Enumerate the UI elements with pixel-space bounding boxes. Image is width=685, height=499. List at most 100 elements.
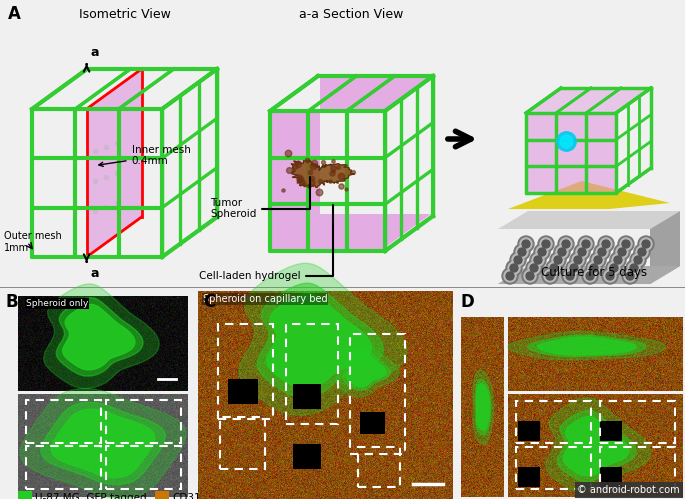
Circle shape bbox=[514, 256, 522, 264]
Polygon shape bbox=[336, 340, 399, 397]
Circle shape bbox=[610, 264, 618, 272]
Polygon shape bbox=[558, 410, 636, 482]
Bar bbox=[600, 467, 622, 487]
Text: Spheroid on capillary bed: Spheroid on capillary bed bbox=[203, 294, 327, 304]
Circle shape bbox=[538, 248, 546, 256]
Bar bbox=[516, 447, 591, 489]
Polygon shape bbox=[526, 88, 651, 113]
Polygon shape bbox=[63, 304, 135, 370]
Circle shape bbox=[512, 254, 524, 266]
Polygon shape bbox=[498, 211, 680, 229]
Circle shape bbox=[538, 236, 554, 252]
Circle shape bbox=[554, 256, 562, 264]
Circle shape bbox=[586, 260, 602, 276]
Bar bbox=[155, 491, 169, 499]
Polygon shape bbox=[347, 351, 386, 387]
Circle shape bbox=[574, 244, 590, 260]
Text: Isometric View: Isometric View bbox=[79, 8, 171, 21]
Circle shape bbox=[558, 248, 566, 256]
Polygon shape bbox=[51, 409, 155, 478]
Polygon shape bbox=[508, 181, 670, 209]
Text: D: D bbox=[461, 293, 475, 311]
Text: Tumor
Spheroid: Tumor Spheroid bbox=[210, 177, 310, 220]
Circle shape bbox=[528, 262, 540, 274]
Circle shape bbox=[504, 270, 516, 282]
Circle shape bbox=[518, 236, 534, 252]
Circle shape bbox=[620, 238, 632, 250]
Polygon shape bbox=[475, 379, 491, 435]
Circle shape bbox=[550, 252, 566, 268]
Circle shape bbox=[556, 246, 568, 258]
Circle shape bbox=[640, 238, 652, 250]
Circle shape bbox=[618, 248, 626, 256]
Circle shape bbox=[626, 272, 634, 280]
Polygon shape bbox=[266, 293, 371, 388]
Polygon shape bbox=[44, 284, 159, 389]
Polygon shape bbox=[498, 266, 680, 284]
Circle shape bbox=[594, 256, 602, 264]
Text: CD31: CD31 bbox=[172, 493, 201, 499]
Bar bbox=[518, 467, 540, 487]
Circle shape bbox=[636, 246, 648, 258]
Bar bbox=[293, 444, 321, 469]
Circle shape bbox=[632, 254, 644, 266]
Circle shape bbox=[592, 254, 604, 266]
Circle shape bbox=[516, 246, 528, 258]
Bar bbox=[286, 324, 338, 424]
Circle shape bbox=[526, 260, 542, 276]
Circle shape bbox=[542, 240, 550, 248]
Circle shape bbox=[608, 262, 620, 274]
Bar bbox=[600, 421, 622, 441]
Circle shape bbox=[610, 252, 626, 268]
Circle shape bbox=[548, 262, 560, 274]
Circle shape bbox=[600, 238, 612, 250]
Circle shape bbox=[614, 256, 622, 264]
Circle shape bbox=[628, 262, 640, 274]
Bar bbox=[516, 401, 591, 443]
Circle shape bbox=[602, 240, 610, 248]
Circle shape bbox=[622, 268, 638, 284]
Polygon shape bbox=[473, 370, 494, 444]
Circle shape bbox=[638, 248, 646, 256]
Circle shape bbox=[534, 244, 550, 260]
Bar bbox=[600, 401, 675, 443]
Circle shape bbox=[544, 270, 556, 282]
Circle shape bbox=[532, 254, 544, 266]
Circle shape bbox=[568, 262, 580, 274]
Circle shape bbox=[542, 268, 558, 284]
Circle shape bbox=[510, 252, 526, 268]
Polygon shape bbox=[239, 263, 407, 416]
Polygon shape bbox=[526, 113, 616, 193]
Circle shape bbox=[526, 272, 534, 280]
Circle shape bbox=[546, 272, 554, 280]
Circle shape bbox=[518, 248, 526, 256]
Circle shape bbox=[524, 270, 536, 282]
Text: a: a bbox=[90, 267, 99, 280]
Circle shape bbox=[550, 264, 558, 272]
Circle shape bbox=[582, 240, 590, 248]
Polygon shape bbox=[498, 266, 680, 284]
Text: a: a bbox=[90, 46, 99, 59]
Circle shape bbox=[612, 254, 624, 266]
Circle shape bbox=[570, 252, 586, 268]
Bar bbox=[293, 384, 321, 409]
Circle shape bbox=[604, 270, 616, 282]
Circle shape bbox=[630, 264, 638, 272]
Circle shape bbox=[616, 246, 628, 258]
Polygon shape bbox=[650, 211, 680, 284]
Text: Inner mesh
0.4mm: Inner mesh 0.4mm bbox=[99, 145, 190, 166]
Circle shape bbox=[584, 270, 596, 282]
Circle shape bbox=[598, 248, 606, 256]
Circle shape bbox=[580, 238, 592, 250]
Circle shape bbox=[530, 264, 538, 272]
Circle shape bbox=[638, 236, 654, 252]
Circle shape bbox=[642, 240, 650, 248]
Circle shape bbox=[614, 244, 630, 260]
Polygon shape bbox=[546, 398, 651, 493]
Circle shape bbox=[590, 264, 598, 272]
Circle shape bbox=[572, 254, 584, 266]
Text: © android-robot.com: © android-robot.com bbox=[577, 485, 680, 495]
Text: C: C bbox=[203, 293, 215, 311]
Circle shape bbox=[536, 246, 548, 258]
Circle shape bbox=[552, 254, 564, 266]
